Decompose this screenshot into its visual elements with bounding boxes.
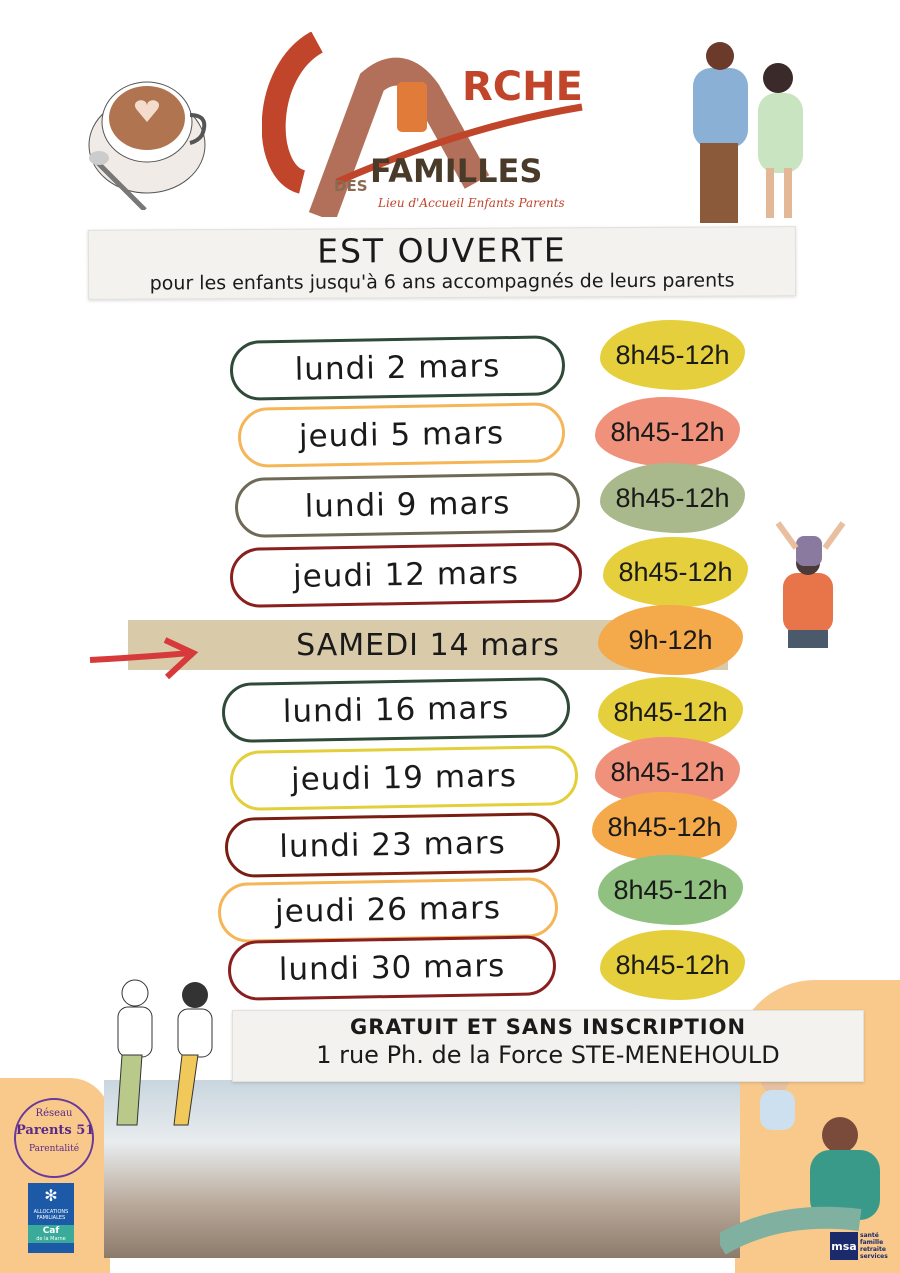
msa-logo: msa santé famille retraite services bbox=[830, 1232, 888, 1260]
address-text: 1 rue Ph. de la Force STE-MENEHOULD bbox=[316, 1041, 780, 1069]
subtitle: pour les enfants jusqu'à 6 ans accompagn… bbox=[149, 269, 735, 295]
playroom-photo bbox=[104, 1080, 740, 1258]
header-banner: EST OUVERTE pour les enfants jusqu'à 6 a… bbox=[87, 226, 797, 300]
schedule-hours-2: 8h45-12h bbox=[595, 397, 740, 467]
schedule-day-9: jeudi 26 mars bbox=[217, 877, 559, 943]
schedule-hours-5: 9h-12h bbox=[598, 605, 743, 675]
schedule-day-7: jeudi 19 mars bbox=[229, 744, 579, 812]
schedule-day-4: jeudi 12 mars bbox=[229, 541, 583, 609]
arche-logo: RCHE DES FAMILLES Lieu d'Accueil Enfants… bbox=[262, 32, 592, 217]
schedule-day-8: lundi 23 mars bbox=[224, 812, 561, 878]
schedule-hours-8: 8h45-12h bbox=[592, 792, 737, 862]
schedule-hours-3: 8h45-12h bbox=[600, 463, 745, 533]
women-sitting-illustration bbox=[100, 975, 230, 1135]
page-title: EST OUVERTE bbox=[317, 230, 567, 271]
free-entry-text: GRATUIT ET SANS INSCRIPTION bbox=[349, 1015, 747, 1039]
info-banner: GRATUIT ET SANS INSCRIPTION 1 rue Ph. de… bbox=[232, 1010, 864, 1082]
schedule-hours-4: 8h45-12h bbox=[603, 537, 748, 607]
schedule-day-10: lundi 30 mars bbox=[227, 935, 557, 1001]
schedule-day-1: lundi 2 mars bbox=[229, 335, 566, 401]
caf-logo: ✻ ALLOCATIONS FAMILIALES Caf de la Marne bbox=[28, 1183, 74, 1253]
parent-child-illustration bbox=[768, 518, 853, 648]
schedule-hours-1: 8h45-12h bbox=[600, 320, 745, 390]
caf-family-icon: ✻ bbox=[44, 1186, 58, 1205]
schedule-hours-6: 8h45-12h bbox=[598, 677, 743, 747]
reseau-parents-51-logo: Réseau Parents 51 Parentalité bbox=[14, 1098, 94, 1178]
coffee-cup-illustration bbox=[85, 60, 215, 212]
schedule-hours-9: 8h45-12h bbox=[598, 855, 743, 925]
family-walking-illustration bbox=[688, 38, 818, 228]
father-baby-illustration bbox=[714, 1060, 890, 1260]
schedule-day-6: lundi 16 mars bbox=[221, 676, 571, 744]
schedule-hours-10: 8h45-12h bbox=[600, 930, 745, 1000]
schedule-day-3: lundi 9 mars bbox=[234, 471, 581, 539]
schedule-day-2: jeudi 5 mars bbox=[237, 402, 566, 468]
red-arrow-icon bbox=[89, 637, 199, 680]
